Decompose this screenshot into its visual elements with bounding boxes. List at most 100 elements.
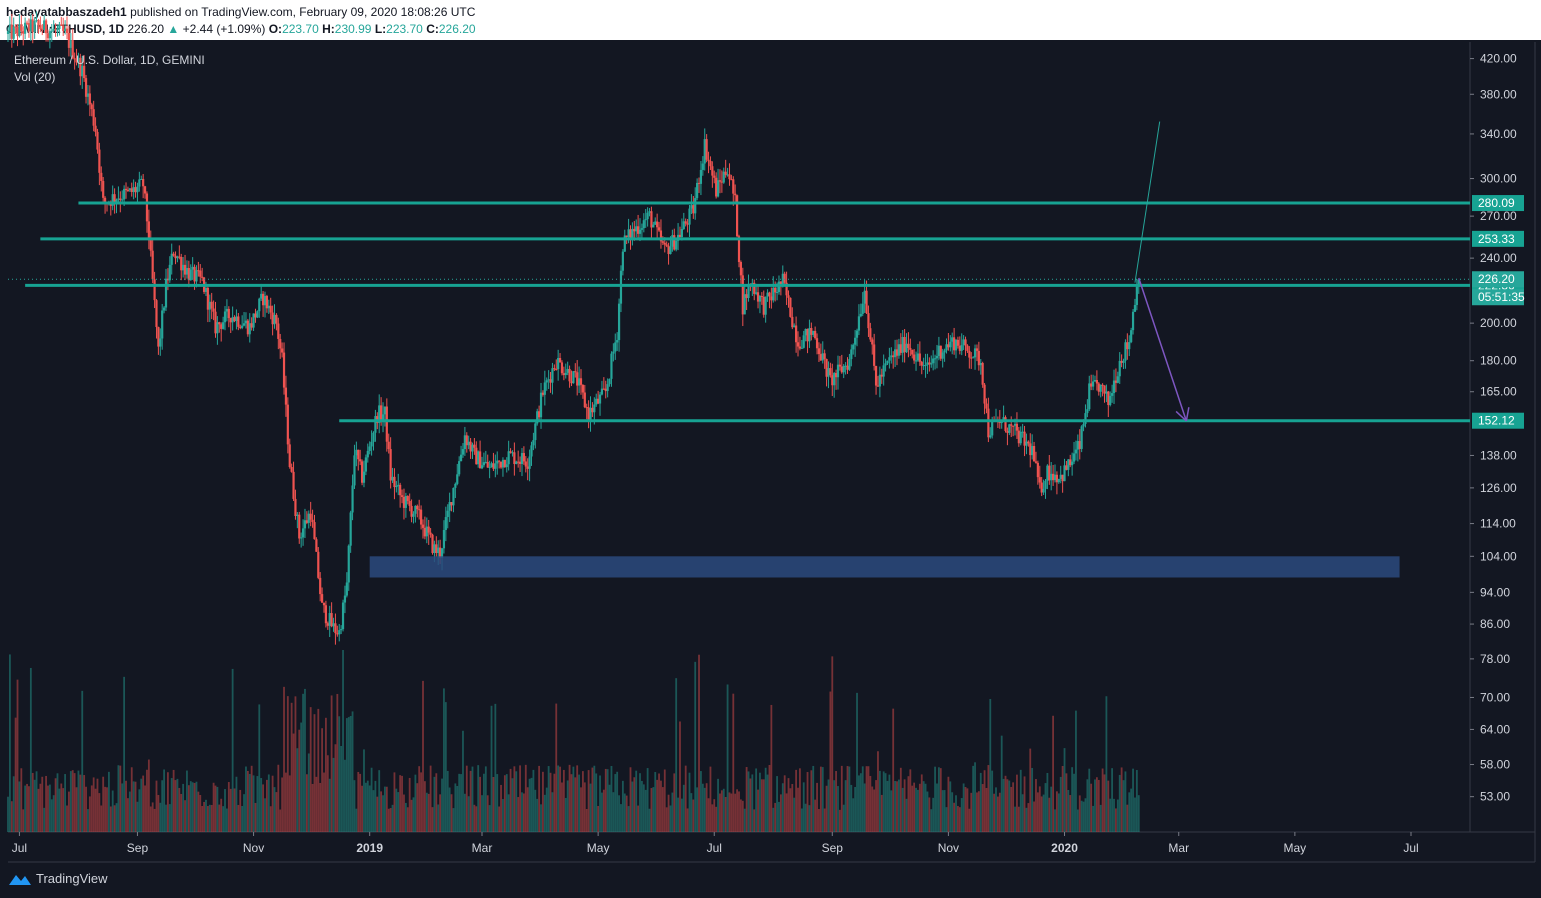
level-badge: 152.12 — [1478, 414, 1515, 428]
drawings[interactable] — [8, 121, 1470, 578]
candle-body — [659, 230, 663, 242]
volume-bar — [7, 796, 9, 832]
volume-bar — [60, 783, 63, 832]
candle-body — [277, 323, 280, 339]
volume-bar — [443, 688, 445, 832]
volume-bar — [281, 777, 284, 832]
volume-bar — [591, 767, 594, 832]
tradingview-logo[interactable]: TradingView — [8, 871, 108, 886]
candle-body — [732, 179, 735, 194]
price-axis[interactable]: 420.00 380.00 340.00 300.00 270.00 240.00 200.… — [1470, 52, 1525, 804]
level-badge: 253.33 — [1478, 232, 1515, 246]
candle-body — [6, 31, 10, 34]
volume-bar — [75, 787, 78, 832]
candle-body — [353, 455, 356, 486]
volume-bar — [201, 805, 204, 832]
volume-bar — [344, 759, 346, 832]
volume-indicator-label[interactable]: Vol (20) — [14, 70, 56, 84]
candle-body — [288, 444, 291, 468]
candle-body — [789, 297, 792, 317]
candle-body — [121, 199, 124, 201]
volume-bar — [66, 805, 68, 832]
candle-body — [366, 450, 369, 458]
volume-bar — [711, 804, 714, 832]
candle-body — [83, 65, 86, 79]
volume-bar — [901, 787, 904, 832]
volume-bar — [930, 809, 933, 832]
volume-bar — [827, 779, 830, 832]
volume-bar — [85, 786, 87, 832]
volume-bar — [509, 768, 512, 832]
candle-body — [941, 352, 944, 359]
candle-body — [623, 235, 626, 252]
candle-body — [10, 24, 13, 39]
volume-bar — [425, 792, 428, 832]
volume-bar — [522, 793, 525, 832]
volume-bar — [844, 780, 847, 832]
volume-bar — [309, 707, 312, 832]
volume-bar — [214, 785, 217, 832]
candle-body — [602, 388, 605, 390]
volume-bar — [35, 771, 38, 832]
volume-bar — [907, 776, 910, 832]
candle-body — [873, 344, 876, 366]
candle-body — [103, 197, 107, 203]
candle-body — [922, 365, 925, 367]
candle-body — [385, 406, 388, 442]
candle-body — [479, 451, 482, 469]
candle-body — [180, 256, 183, 271]
volume-bar — [934, 766, 936, 832]
volume-bar — [1035, 779, 1037, 832]
candle-body — [629, 229, 632, 239]
candle-body — [865, 290, 868, 314]
candle-body — [838, 364, 841, 367]
volume-bar — [433, 776, 436, 832]
level-badge-bg — [1472, 230, 1524, 247]
volume-bar — [867, 766, 870, 832]
candle-body — [1082, 423, 1085, 427]
volume-bar — [1016, 774, 1018, 832]
volume-bar — [224, 789, 226, 832]
volume-bar — [1044, 783, 1047, 832]
volume-bar — [848, 766, 851, 832]
volume-bar — [991, 770, 994, 832]
volume-bar — [903, 779, 906, 832]
series-title[interactable]: Ethereum / U.S. Dollar, 1D, GEMINI — [14, 53, 205, 67]
volume-bar — [1006, 779, 1009, 832]
x-tick-label: Nov — [243, 841, 264, 855]
candle-body — [741, 275, 744, 315]
candle-body — [128, 188, 131, 191]
volume-bar — [300, 722, 303, 832]
volume-bar — [1027, 803, 1030, 832]
volume-bar — [629, 767, 632, 832]
candle-body — [901, 336, 904, 353]
candle-body — [440, 548, 444, 558]
candle-body — [857, 316, 861, 331]
volume-bar — [481, 795, 483, 832]
volume-bar — [1048, 797, 1051, 832]
candle-body — [1076, 441, 1079, 450]
candle-body — [737, 236, 741, 263]
candle-body — [227, 308, 230, 319]
volume-bar — [812, 765, 815, 832]
volume-bar — [123, 676, 126, 832]
volume-bar — [652, 787, 655, 832]
candle-body — [267, 305, 270, 309]
volume-bar — [1118, 774, 1121, 832]
y-tick-label: 340.00 — [1480, 127, 1517, 141]
volume-bar — [159, 802, 162, 832]
candle-body — [775, 291, 779, 293]
candle-body — [8, 24, 12, 32]
volume-bar — [9, 654, 11, 832]
candle-body — [159, 338, 162, 347]
candle-body — [372, 432, 375, 442]
volume-bar — [972, 765, 975, 832]
time-axis[interactable]: Jul Sep Nov 2019 Mar May Jul Sep Nov 2020 Mar May Ju… — [12, 832, 1419, 855]
volume-bar — [368, 785, 371, 832]
volume-bar — [791, 784, 794, 832]
volume-bar — [414, 774, 417, 832]
volume-bar — [176, 778, 179, 832]
volume-bar — [625, 795, 628, 832]
candle-body — [1025, 441, 1028, 446]
